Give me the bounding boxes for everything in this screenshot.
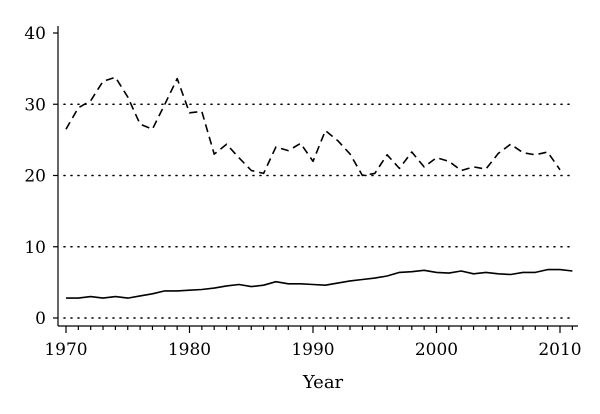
y-tick-label: 10 (24, 238, 46, 258)
y-tick-label: 40 (24, 24, 46, 44)
x-axis-title: Year (302, 372, 344, 393)
x-tick-label: 2000 (415, 340, 458, 360)
series-layer (65, 76, 573, 299)
x-tick-label: 1970 (44, 340, 87, 360)
y-tick-label: 20 (24, 167, 46, 187)
axes (57, 26, 578, 327)
x-tick-label: 1980 (168, 340, 211, 360)
tick-labels: 0 10 20 30 40 1970 1980 1990 2000 2010 (24, 24, 581, 360)
x-tick-label: 1990 (291, 340, 334, 360)
y-tick-label: 30 (24, 95, 46, 115)
y-tick-label: 0 (35, 309, 46, 329)
dashed-series-line (65, 76, 561, 177)
solid-series-line (66, 268, 573, 299)
tick-marks (53, 32, 573, 333)
x-tick-label: 2010 (538, 340, 581, 360)
grid-lines (63, 103, 575, 319)
